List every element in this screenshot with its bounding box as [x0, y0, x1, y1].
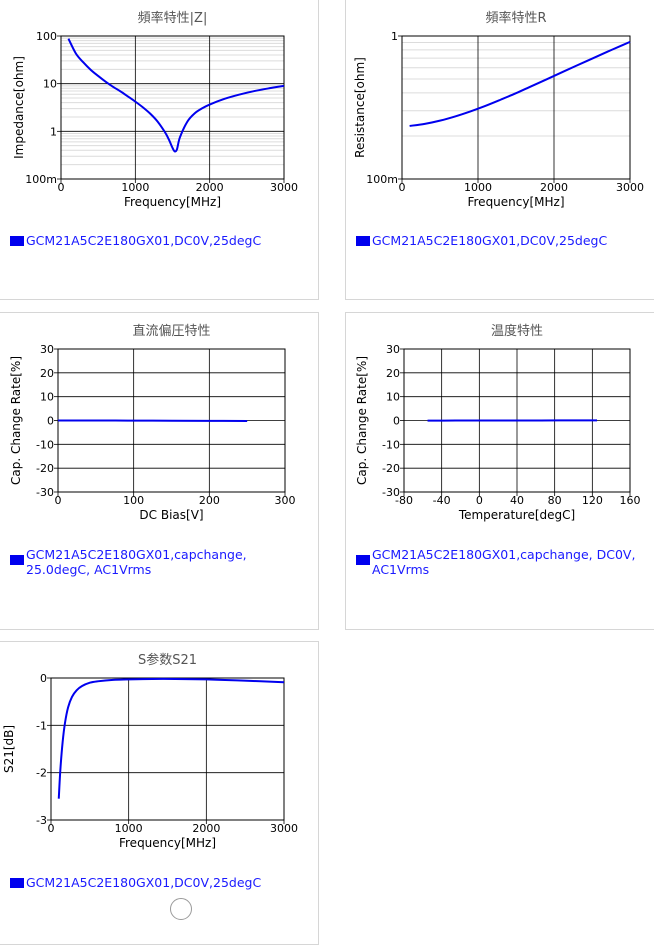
chart-panel-resistance: 頻率特性R 100m 1 0 1000 2000 3000 Frequency[MHz] Res… — [345, 0, 654, 300]
y-tick-label: -20 — [36, 462, 54, 475]
legend-text: GCM21A5C2E180GX01,capchange, DC0V, AC1Vr… — [372, 547, 635, 577]
x-tick-label: 200 — [199, 494, 220, 507]
series-line — [59, 679, 284, 799]
y-tick-label: 10 — [43, 78, 57, 91]
chart-title: 温度特性 — [491, 323, 543, 339]
y-tick-label: 100m — [366, 173, 398, 186]
x-axis-label: DC Bias[V] — [139, 508, 203, 522]
legend-text: GCM21A5C2E180GX01,DC0V,25degC — [26, 233, 261, 248]
y-axis-label: Resistance[ohm] — [353, 57, 367, 158]
x-tick-label: 1000 — [121, 181, 149, 194]
y-tick-label: 20 — [40, 367, 54, 380]
x-tick-label: -40 — [433, 494, 451, 507]
legend-swatch — [356, 555, 370, 565]
legend-line-2: 25.0degC, AC1Vrms — [26, 562, 151, 577]
y-tick-label: 100 — [36, 30, 57, 43]
legend-swatch — [10, 236, 24, 246]
x-axis-label: Frequency[MHz] — [467, 195, 564, 209]
x-tick-label: 80 — [548, 494, 562, 507]
y-axis-label: S21[dB] — [2, 725, 16, 773]
x-tick-label: 0 — [48, 822, 55, 835]
y-tick-label: 0 — [47, 415, 54, 428]
x-tick-label: -80 — [395, 494, 413, 507]
y-tick-label: 10 — [40, 391, 54, 404]
x-tick-label: 120 — [582, 494, 603, 507]
legend-text: GCM21A5C2E180GX01,capchange, 25.0degC, A… — [26, 547, 247, 577]
legend-swatch — [10, 878, 24, 888]
y-tick-label: -30 — [36, 486, 54, 499]
chart-title: 頻率特性|Z| — [138, 10, 208, 26]
y-tick-label: 0 — [393, 415, 400, 428]
x-tick-label: 0 — [476, 494, 483, 507]
plot-frame — [61, 36, 284, 179]
chart-panel-s21: S参数S21 -3 -2 -1 0 0 1000 2000 3000 Frequency[MHz]… — [0, 641, 319, 945]
legend-text: GCM21A5C2E180GX01,DC0V,25degC — [372, 233, 607, 248]
legend-line-2: AC1Vrms — [372, 562, 429, 577]
x-tick-label: 0 — [399, 181, 406, 194]
x-tick-label: 300 — [275, 494, 296, 507]
legend-line-1: GCM21A5C2E180GX01,DC0V,25degC — [26, 875, 261, 890]
x-axis-label: Temperature[degC] — [458, 508, 575, 522]
y-tick-label: 30 — [386, 343, 400, 356]
legend-line-1: GCM21A5C2E180GX01,DC0V,25degC — [26, 233, 261, 248]
x-tick-label: 3000 — [270, 181, 298, 194]
x-tick-label: 2000 — [192, 822, 220, 835]
x-axis-label: Frequency[MHz] — [124, 195, 221, 209]
legend-line-1: GCM21A5C2E180GX01,capchange, DC0V, — [372, 547, 635, 562]
x-tick-label: 1000 — [464, 181, 492, 194]
y-tick-label: -20 — [382, 462, 400, 475]
chart-title: 頻率特性R — [485, 10, 546, 26]
x-tick-label: 1000 — [115, 822, 143, 835]
x-tick-label: 100 — [123, 494, 144, 507]
chart-title: S参数S21 — [138, 652, 197, 668]
y-tick-label: 20 — [386, 367, 400, 380]
y-tick-label: -2 — [36, 767, 47, 780]
y-tick-label: -1 — [36, 719, 47, 732]
chart-title: 直流偏圧特性 — [132, 324, 210, 339]
x-tick-label: 3000 — [270, 822, 298, 835]
y-tick-label: 100m — [25, 173, 57, 186]
resistance-chart: 頻率特性R 100m 1 0 1000 2000 3000 Frequency[MHz] Res… — [346, 0, 654, 220]
legend-swatch — [10, 555, 24, 565]
y-tick-label: -10 — [36, 438, 54, 451]
y-tick-label: 1 — [50, 125, 57, 138]
x-tick-label: 160 — [620, 494, 641, 507]
x-tick-label: 40 — [510, 494, 524, 507]
temperature-legend: GCM21A5C2E180GX01,capchange, DC0V, AC1Vr… — [356, 547, 635, 577]
x-tick-label: 3000 — [616, 181, 644, 194]
y-tick-label: 0 — [40, 672, 47, 685]
s21-legend: GCM21A5C2E180GX01,DC0V,25degC — [10, 875, 261, 890]
y-tick-label: -10 — [382, 438, 400, 451]
series-line — [410, 42, 630, 126]
legend-swatch — [356, 236, 370, 246]
y-tick-label: 1 — [391, 30, 398, 43]
legend-line-1: GCM21A5C2E180GX01,DC0V,25degC — [372, 233, 607, 248]
x-axis-label: Frequency[MHz] — [119, 836, 216, 850]
x-tick-label: 0 — [55, 494, 62, 507]
s21-chart: S参数S21 -3 -2 -1 0 0 1000 2000 3000 Frequency[MHz]… — [0, 642, 320, 862]
dcbias-legend: GCM21A5C2E180GX01,capchange, 25.0degC, A… — [10, 547, 247, 577]
series-line — [68, 39, 284, 152]
legend-line-1: GCM21A5C2E180GX01,capchange, — [26, 547, 247, 562]
y-tick-label: -3 — [36, 814, 47, 827]
y-axis-label: Impedance[ohm] — [12, 56, 26, 159]
x-tick-label: 0 — [58, 181, 65, 194]
resistance-legend: GCM21A5C2E180GX01,DC0V,25degC — [356, 233, 607, 248]
legend-text: GCM21A5C2E180GX01,DC0V,25degC — [26, 875, 261, 890]
x-tick-label: 2000 — [540, 181, 568, 194]
plot-frame — [51, 678, 284, 820]
y-axis-label: Cap. Change Rate[%] — [355, 356, 369, 485]
impedance-legend: GCM21A5C2E180GX01,DC0V,25degC — [10, 233, 261, 248]
x-tick-label: 2000 — [196, 181, 224, 194]
y-tick-label: 30 — [40, 343, 54, 356]
y-tick-label: 10 — [386, 391, 400, 404]
loading-spinner-icon — [170, 898, 192, 920]
y-axis-label: Cap. Change Rate[%] — [9, 356, 23, 485]
